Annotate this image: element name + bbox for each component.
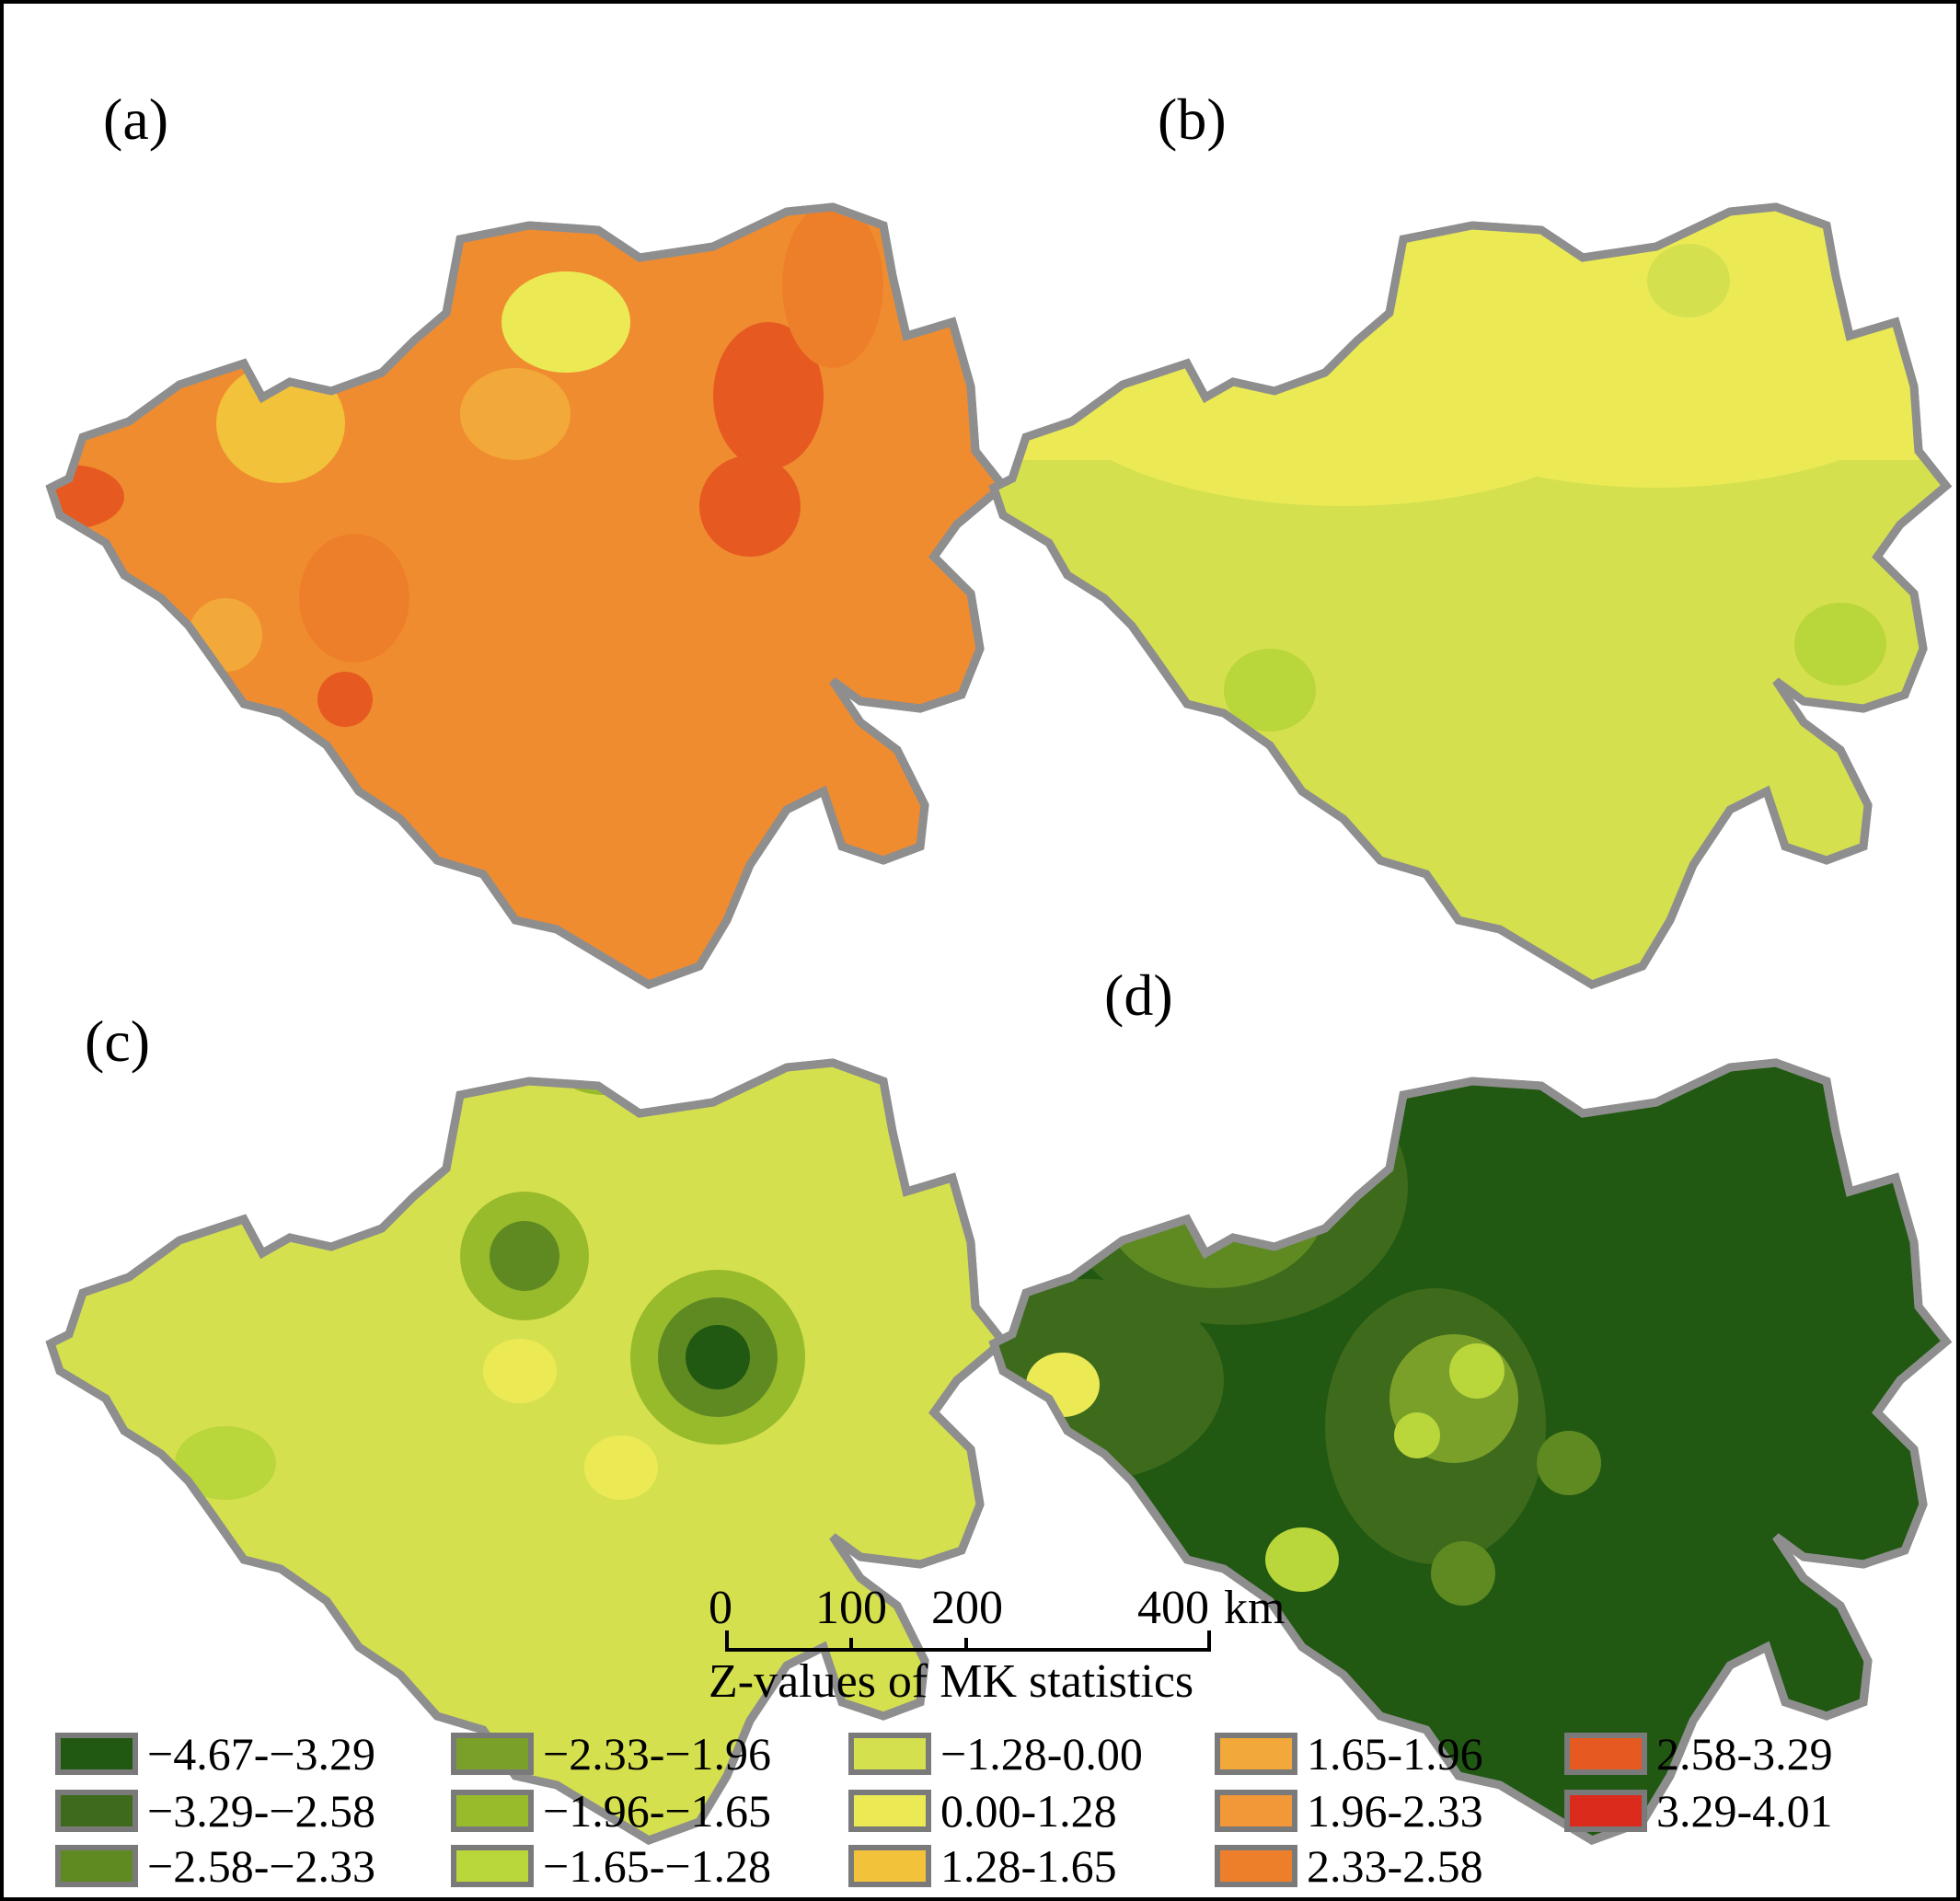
- legend-item: −4.67-−3.29: [55, 1728, 375, 1780]
- legend-swatch: [55, 1733, 138, 1775]
- map-panel-b: [994, 120, 1960, 1012]
- scale-tick-0: 0: [709, 1582, 732, 1634]
- legend-item: 3.29-4.01: [1564, 1785, 1833, 1837]
- legend-swatch: [55, 1790, 138, 1832]
- legend-swatch: [55, 1845, 138, 1887]
- legend-item: −1.96-−1.65: [451, 1785, 771, 1837]
- legend-swatch: [848, 1733, 931, 1775]
- legend-swatch: [848, 1790, 931, 1832]
- legend-label: −2.58-−2.33: [147, 1840, 376, 1892]
- legend-label: 0.00-1.28: [940, 1785, 1117, 1837]
- panel-label-b: (b): [1158, 86, 1227, 152]
- legend-swatch: [451, 1790, 534, 1832]
- scale-tick-200: 200: [931, 1582, 1003, 1634]
- legend-item: −3.29-−2.58: [55, 1785, 375, 1837]
- legend-title: Z-values of MK statistics: [709, 1655, 1194, 1708]
- scale-tick-400: 400: [1137, 1582, 1209, 1634]
- legend-label: −1.28-0.00: [940, 1728, 1143, 1780]
- legend-label: 1.96-2.33: [1307, 1785, 1483, 1837]
- legend-item: 1.28-1.65: [848, 1840, 1117, 1892]
- legend-swatch: [1215, 1790, 1297, 1832]
- legend-label: 3.29-4.01: [1656, 1785, 1833, 1837]
- legend-swatch: [451, 1733, 534, 1775]
- legend-swatch: [1564, 1790, 1647, 1832]
- legend-label: 2.58-3.29: [1656, 1728, 1833, 1780]
- legend-item: 2.33-2.58: [1215, 1840, 1483, 1892]
- legend-item: 1.96-2.33: [1215, 1785, 1483, 1837]
- legend-item: −1.65-−1.28: [451, 1840, 771, 1892]
- legend-item: 2.58-3.29: [1564, 1728, 1833, 1780]
- legend-item: −1.28-0.00: [848, 1728, 1143, 1780]
- legend-label: 1.65-1.96: [1307, 1728, 1483, 1780]
- legend-label: −4.67-−3.29: [147, 1728, 376, 1780]
- legend-label: −1.65-−1.28: [543, 1840, 772, 1892]
- legend-swatch: [1564, 1733, 1647, 1775]
- legend-label: −2.33-−1.96: [543, 1728, 772, 1780]
- legend-item: 1.65-1.96: [1215, 1728, 1483, 1780]
- panel-label-a: (a): [103, 86, 169, 152]
- legend-label: 1.28-1.65: [940, 1840, 1117, 1892]
- legend-label: −3.29-−2.58: [147, 1785, 376, 1837]
- legend-item: −2.33-−1.96: [451, 1728, 771, 1780]
- panel-label-d: (d): [1104, 962, 1173, 1028]
- panel-label-c: (c): [85, 1008, 151, 1074]
- map-panel-d: [948, 1049, 1946, 1840]
- legend-swatch: [848, 1845, 931, 1887]
- legend-label: −1.96-−1.65: [543, 1785, 772, 1837]
- legend-label: 2.33-2.58: [1307, 1840, 1483, 1892]
- legend-swatch: [1215, 1733, 1297, 1775]
- legend-item: −2.58-−2.33: [55, 1840, 375, 1892]
- scale-unit: km: [1224, 1582, 1286, 1634]
- scale-tick-100: 100: [815, 1582, 887, 1634]
- legend-item: 0.00-1.28: [848, 1785, 1117, 1837]
- legend-swatch: [1215, 1845, 1297, 1887]
- legend-swatch: [451, 1845, 534, 1887]
- map-panel-a: [14, 60, 1003, 985]
- scale-bar: [725, 1630, 1211, 1652]
